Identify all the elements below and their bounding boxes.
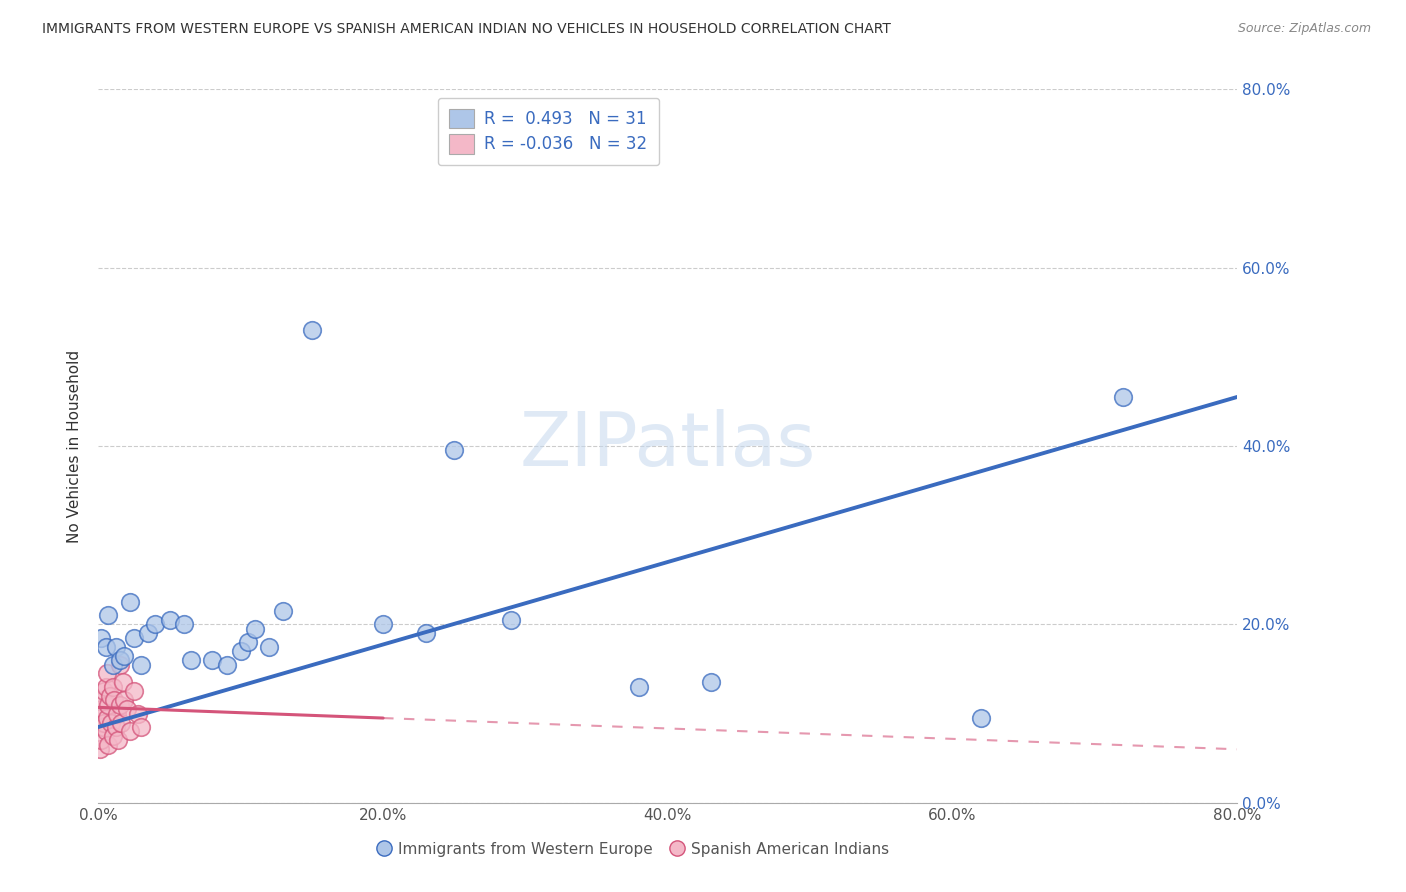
Point bbox=[118, 724, 141, 739]
Point bbox=[89, 742, 111, 756]
Point bbox=[115, 702, 138, 716]
Point bbox=[243, 622, 266, 636]
Point bbox=[373, 617, 395, 632]
Point bbox=[215, 657, 238, 672]
Point bbox=[108, 657, 131, 672]
Point bbox=[94, 724, 117, 739]
Point bbox=[159, 613, 181, 627]
Point bbox=[628, 680, 651, 694]
Point bbox=[96, 711, 118, 725]
Point bbox=[100, 715, 122, 730]
Point bbox=[301, 323, 323, 337]
Point bbox=[112, 648, 135, 663]
Point bbox=[236, 635, 259, 649]
Point bbox=[108, 653, 131, 667]
Point bbox=[201, 653, 224, 667]
Point bbox=[699, 675, 721, 690]
Point bbox=[259, 640, 281, 654]
Point bbox=[104, 640, 127, 654]
Point bbox=[90, 702, 112, 716]
Point bbox=[122, 684, 145, 698]
Text: Source: ZipAtlas.com: Source: ZipAtlas.com bbox=[1237, 22, 1371, 36]
Point bbox=[443, 443, 465, 458]
Point bbox=[108, 698, 131, 712]
Point bbox=[1112, 390, 1135, 404]
Point bbox=[98, 689, 121, 703]
Point bbox=[105, 706, 128, 721]
Point bbox=[97, 738, 120, 752]
Point bbox=[112, 693, 135, 707]
Point bbox=[96, 666, 118, 681]
Legend: Immigrants from Western Europe, Spanish American Indians: Immigrants from Western Europe, Spanish … bbox=[373, 836, 896, 863]
Point bbox=[118, 595, 141, 609]
Point bbox=[101, 657, 124, 672]
Point bbox=[173, 617, 195, 632]
Point bbox=[415, 626, 437, 640]
Point bbox=[90, 631, 112, 645]
Point bbox=[93, 684, 115, 698]
Point bbox=[273, 604, 295, 618]
Point bbox=[129, 720, 152, 734]
Point bbox=[111, 675, 134, 690]
Point bbox=[101, 680, 124, 694]
Point bbox=[97, 698, 120, 712]
Point bbox=[91, 720, 114, 734]
Point bbox=[180, 653, 202, 667]
Point bbox=[94, 680, 117, 694]
Point bbox=[110, 715, 132, 730]
Y-axis label: No Vehicles in Household: No Vehicles in Household bbox=[67, 350, 83, 542]
Point bbox=[103, 693, 125, 707]
Point bbox=[970, 711, 993, 725]
Point bbox=[229, 644, 252, 658]
Point bbox=[91, 693, 114, 707]
Text: IMMIGRANTS FROM WESTERN EUROPE VS SPANISH AMERICAN INDIAN NO VEHICLES IN HOUSEHO: IMMIGRANTS FROM WESTERN EUROPE VS SPANIS… bbox=[42, 22, 891, 37]
Point bbox=[97, 608, 120, 623]
Point bbox=[122, 631, 145, 645]
Point bbox=[101, 729, 124, 743]
Point bbox=[129, 657, 152, 672]
Point bbox=[104, 720, 127, 734]
Point bbox=[145, 617, 167, 632]
Point bbox=[136, 626, 159, 640]
Point bbox=[127, 706, 149, 721]
Point bbox=[89, 711, 111, 725]
Point bbox=[107, 733, 129, 747]
Point bbox=[90, 733, 112, 747]
Point bbox=[501, 613, 523, 627]
Text: ZIPatlas: ZIPatlas bbox=[520, 409, 815, 483]
Point bbox=[94, 640, 117, 654]
Point bbox=[93, 715, 115, 730]
